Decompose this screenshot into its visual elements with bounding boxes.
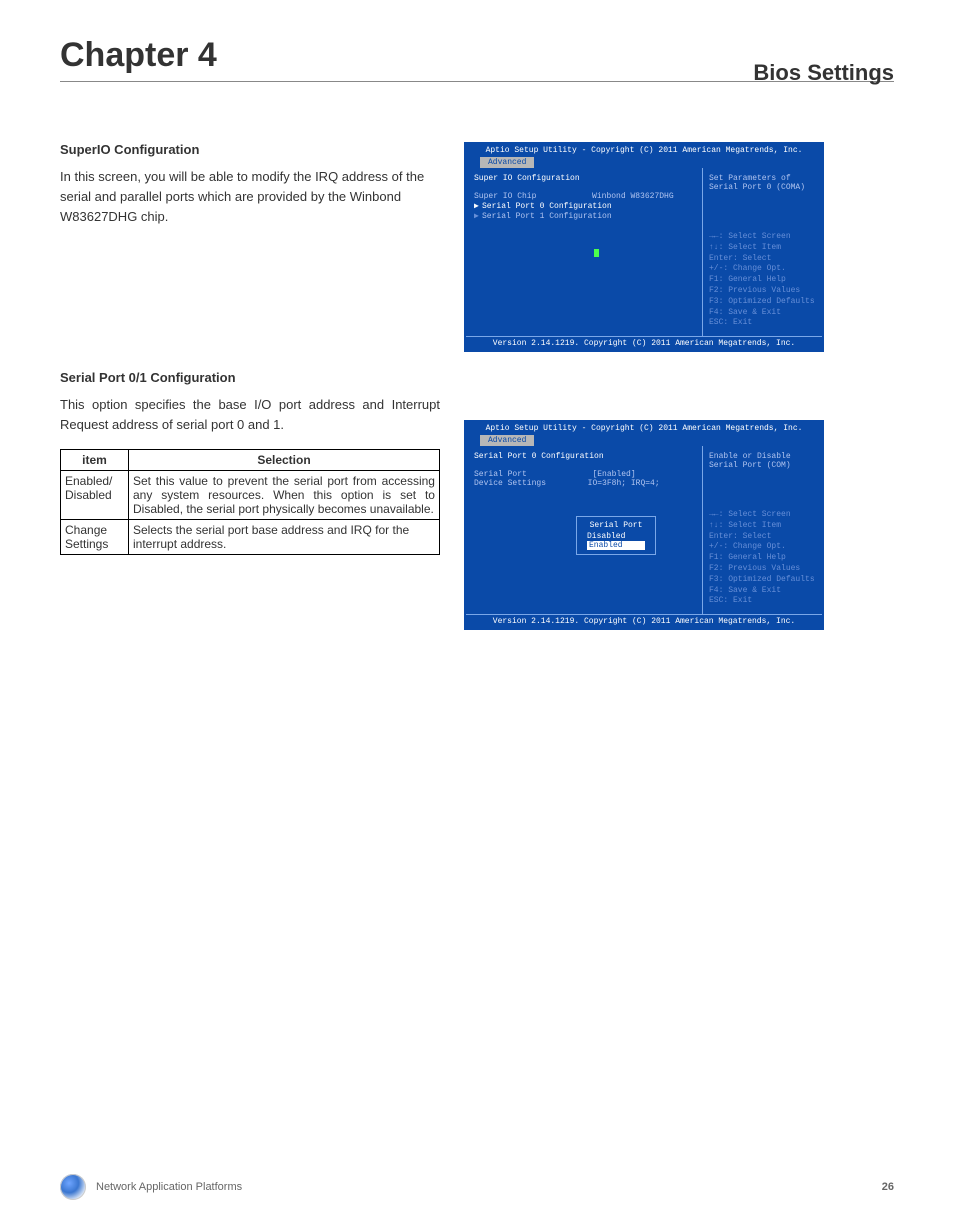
help2-l1: →←: Select Screen <box>709 510 816 521</box>
table-row: item Selection <box>61 450 440 471</box>
help-l1: →←: Select Screen <box>709 232 816 243</box>
help2-l9: ESC: Exit <box>709 596 816 607</box>
bios1-title: Aptio Setup Utility - Copyright (C) 2011… <box>466 144 822 157</box>
td-2d: becomes unavailable. <box>318 502 434 516</box>
bios1-sp1: Serial Port 1 Configuration <box>482 212 612 221</box>
help2-l6: F2: Previous Values <box>709 564 816 575</box>
bios2-help2: Serial Port (COM) <box>709 461 816 470</box>
subhead-serial: Serial Port 0/1 Configuration <box>60 370 440 385</box>
help2-l5: F1: General Help <box>709 553 816 564</box>
page: Chapter 4 Bios Settings SuperIO Configur… <box>0 0 954 1228</box>
help-l2: ↑↓: Select Item <box>709 243 816 254</box>
bios2-popup: Serial Port Disabled Enabled <box>576 516 656 555</box>
row-serialport: Serial Port 0/1 Configuration This optio… <box>60 370 894 638</box>
td-1a: Enabled/ <box>65 474 112 488</box>
bios2-popup-opt2: Enabled <box>587 541 645 550</box>
left-col: SuperIO Configuration In this screen, yo… <box>60 142 440 360</box>
row-superio: SuperIO Configuration In this screen, yo… <box>60 142 894 360</box>
footer-text: Network Application Platforms <box>96 1181 242 1193</box>
bios1-help2: Serial Port 0 (COMA) <box>709 183 816 192</box>
th-item: item <box>61 450 129 471</box>
cursor-icon <box>594 249 599 257</box>
bios2-dev-label: Device Settings <box>474 479 546 488</box>
subhead-superio: SuperIO Configuration <box>60 142 440 157</box>
table-row: Change Settings Selects the serial port … <box>61 520 440 555</box>
bios2-heading: Serial Port 0 Configuration <box>474 452 694 461</box>
td-change: Change Settings <box>61 520 129 555</box>
td-4a: Selects the serial port base address and… <box>133 523 389 537</box>
bios-screenshot-1: Aptio Setup Utility - Copyright (C) 2011… <box>464 142 824 352</box>
page-number: 26 <box>882 1181 894 1193</box>
bios1-chip-val: Winbond W83627DHG <box>592 192 674 201</box>
td-1b: Disabled <box>65 488 112 502</box>
help2-l8: F4: Save & Exit <box>709 586 816 597</box>
td-enabled: Enabled/ Disabled <box>61 471 129 520</box>
td-3b: Settings <box>65 537 108 551</box>
help2-l3: Enter: Select <box>709 532 816 543</box>
help-l5: F1: General Help <box>709 275 816 286</box>
bios2-help1: Enable or Disable <box>709 452 816 461</box>
help-l9: ESC: Exit <box>709 318 816 329</box>
selection-table: item Selection Enabled/ Disabled Set thi… <box>60 449 440 555</box>
bios2-footer: Version 2.14.1219. Copyright (C) 2011 Am… <box>466 614 822 628</box>
bios1-tab: Advanced <box>480 157 534 168</box>
td-2a: Set this value to prevent the serial por… <box>133 474 377 488</box>
bios2-title: Aptio Setup Utility - Copyright (C) 2011… <box>466 422 822 435</box>
bios2-sp-label: Serial Port <box>474 470 527 479</box>
td-change-desc: Selects the serial port base address and… <box>129 520 440 555</box>
bios2-popup-title: Serial Port <box>587 521 645 530</box>
help-l4: +/-: Change Opt. <box>709 264 816 275</box>
bios-screenshot-2: Aptio Setup Utility - Copyright (C) 2011… <box>464 420 824 630</box>
para-serial: This option specifies the base I/O port … <box>60 395 440 435</box>
bios1-heading: Super IO Configuration <box>474 174 694 183</box>
td-enabled-desc: Set this value to prevent the serial por… <box>129 471 440 520</box>
bios2-tab: Advanced <box>480 435 534 446</box>
bios2-dev-val: IO=3F8h; IRQ=4; <box>588 479 660 488</box>
help-l3: Enter: Select <box>709 254 816 265</box>
logo-icon <box>60 1174 86 1200</box>
help2-l7: F3: Optimized Defaults <box>709 575 816 586</box>
table-row: Enabled/ Disabled Set this value to prev… <box>61 471 440 520</box>
help2-l4: +/-: Change Opt. <box>709 542 816 553</box>
help2-l2: ↑↓: Select Item <box>709 521 816 532</box>
help-l7: F3: Optimized Defaults <box>709 297 816 308</box>
bios1-sp0: Serial Port 0 Configuration <box>482 202 612 211</box>
help-l6: F2: Previous Values <box>709 286 816 297</box>
page-footer: Network Application Platforms 26 <box>60 1174 894 1200</box>
bios1-footer: Version 2.14.1219. Copyright (C) 2011 Am… <box>466 336 822 350</box>
td-3a: Change <box>65 523 107 537</box>
bios1-chip-label: Super IO Chip <box>474 192 536 201</box>
th-selection: Selection <box>129 450 440 471</box>
help-l8: F4: Save & Exit <box>709 308 816 319</box>
section-title-right: Bios Settings <box>753 60 894 86</box>
para-superio: In this screen, you will be able to modi… <box>60 167 440 227</box>
right-col: Aptio Setup Utility - Copyright (C) 2011… <box>464 142 824 360</box>
bios1-help1: Set Parameters of <box>709 174 816 183</box>
bios2-sp-val: [Enabled] <box>592 470 635 479</box>
bios2-popup-opt1: Disabled <box>587 532 645 541</box>
